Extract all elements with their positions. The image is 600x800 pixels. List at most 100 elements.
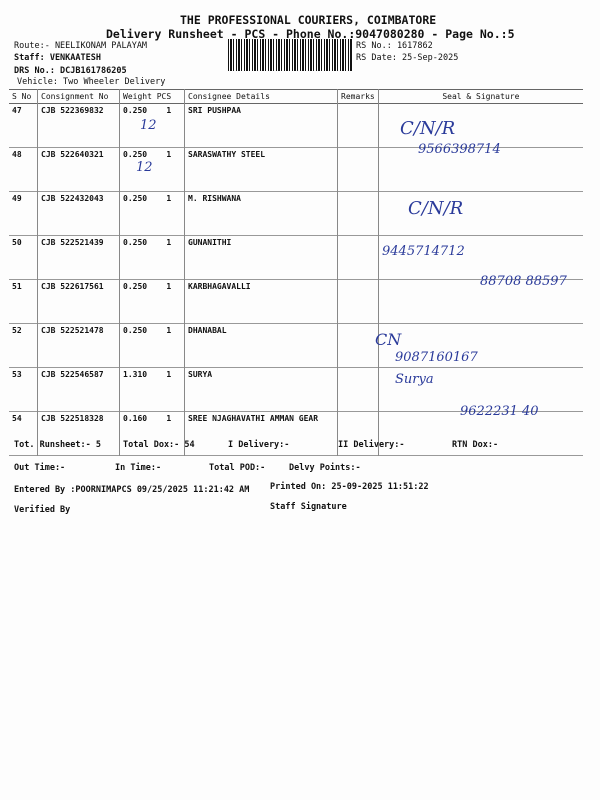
cell-signature [377, 323, 583, 368]
cell-sno: 51 [12, 282, 22, 291]
vehicle: Vehicle: Two Wheeler Delivery [17, 77, 166, 87]
table-row: 48 CJB 522640321 0.250 1 SARASWATHY STEEL [9, 147, 583, 192]
delvy-points: Delvy Points:- [289, 463, 361, 473]
cell-consignment: CJB 522521439 [37, 235, 120, 280]
cell-consignment: CJB 522369832 [37, 103, 120, 148]
cell-consignment: CJB 522546587 [37, 367, 120, 412]
printed-on: Printed On: 25-09-2025 11:51:22 [270, 482, 429, 492]
cell-weight-pcs: 0.160 1 [119, 411, 185, 456]
cell-consignee: SREE NJAGHAVATHI AMMAN GEAR [184, 411, 338, 456]
pcs: 1 [166, 194, 172, 203]
weight: 0.160 [123, 414, 148, 423]
cell-remarks [337, 147, 379, 192]
table-row: 51 CJB 522617561 0.250 1 KARBHAGAVALLI [9, 279, 583, 324]
pcs: 1 [166, 326, 172, 335]
pcs: 1 [166, 238, 172, 247]
cell-weight-pcs: 0.250 1 [119, 103, 185, 148]
cell-consignment: CJB 522432043 [37, 191, 120, 236]
runsheet-subtitle: Delivery Runsheet - PCS - Phone No.:9047… [106, 27, 515, 41]
handwritten-note: Surya [395, 372, 434, 387]
pcs: 1 [166, 282, 172, 291]
cell-consignee: GUNANITHI [184, 235, 338, 280]
handwritten-note: 9445714712 [382, 244, 465, 259]
cell-consignee: SURYA [184, 367, 338, 412]
total-pod: Total POD:- [209, 463, 266, 473]
handwritten-note: 12 [136, 160, 153, 175]
handwritten-note: 88708 88597 [480, 274, 567, 289]
pcs: 1 [166, 106, 172, 115]
col-sno: S No [12, 92, 32, 101]
out-time: Out Time:- [14, 463, 66, 473]
handwritten-note: CN [375, 330, 402, 349]
pcs: 1 [166, 414, 172, 423]
col-signature: Seal & Signature [377, 89, 583, 104]
tot-runsheet: Tot. Runsheet:- 5 [14, 440, 101, 450]
cell-consignment: CJB 522518328 [37, 411, 120, 456]
handwritten-note: C/N/R [400, 118, 456, 139]
cell-remarks [337, 323, 379, 368]
table-row: 49 CJB 522432043 0.250 1 M. RISHWANA [9, 191, 583, 236]
handwritten-note: 9622231 40 [460, 404, 539, 419]
cell-remarks [337, 191, 379, 236]
cell-remarks [337, 367, 379, 412]
table-row: 52 CJB 522521478 0.250 1 DHANABAL [9, 323, 583, 368]
cell-signature [377, 103, 583, 148]
cell-consignee: SARASWATHY STEEL [184, 147, 338, 192]
cell-sno: 47 [12, 106, 22, 115]
rtn-dox: RTN Dox:- [452, 440, 499, 450]
i-delivery: I Delivery:- [228, 440, 290, 450]
cell-consignment: CJB 522640321 [37, 147, 120, 192]
weight: 0.250 [123, 238, 148, 247]
handwritten-note: C/N/R [408, 198, 464, 219]
ii-delivery: II Delivery:- [338, 440, 405, 450]
cell-weight-pcs: 0.250 1 [119, 191, 185, 236]
total-dox: Total Dox:- 54 [123, 440, 195, 450]
in-time: In Time:- [115, 463, 162, 473]
handwritten-note: 9566398714 [418, 142, 501, 157]
handwritten-note: 12 [140, 118, 157, 133]
pcs: 1 [166, 370, 172, 379]
weight: 0.250 [123, 282, 148, 291]
weight: 0.250 [123, 326, 148, 335]
weight: 0.250 [123, 150, 148, 159]
staff: Staff: VENKAATESH [14, 53, 101, 63]
weight: 0.250 [123, 194, 148, 203]
table-row: 50 CJB 522521439 0.250 1 GUNANITHI [9, 235, 583, 280]
entered-by: Entered By :POORNIMAPCS 09/25/2025 11:21… [14, 485, 250, 495]
cell-signature [377, 279, 583, 324]
drs-number: DRS No.: DCJB161786205 [14, 66, 127, 76]
cell-signature [377, 235, 583, 280]
cell-signature [377, 191, 583, 236]
cell-weight-pcs: 0.250 1 [119, 147, 185, 192]
col-consignee: Consignee Details [184, 89, 338, 104]
pcs: 1 [166, 150, 172, 159]
cell-signature [377, 411, 583, 456]
cell-remarks [337, 103, 379, 148]
weight: 1.310 [123, 370, 148, 379]
cell-consignee: SRI PUSHPAA [184, 103, 338, 148]
rs-date: RS Date: 25-Sep-2025 [356, 53, 459, 63]
cell-consignee: M. RISHWANA [184, 191, 338, 236]
table-row: 47 CJB 522369832 0.250 1 SRI PUSHPAA [9, 103, 583, 148]
cell-remarks [337, 235, 379, 280]
cell-sno: 50 [12, 238, 22, 247]
cell-sno: 48 [12, 150, 22, 159]
cell-consignee: KARBHAGAVALLI [184, 279, 338, 324]
cell-signature [377, 147, 583, 192]
cell-sno: 52 [12, 326, 22, 335]
weight: 0.250 [123, 106, 148, 115]
company-title: THE PROFESSIONAL COURIERS, COIMBATORE [180, 13, 437, 27]
cell-sno: 53 [12, 370, 22, 379]
staff-signature: Staff Signature [270, 502, 347, 512]
handwritten-note: 9087160167 [395, 350, 478, 365]
cell-sno: 49 [12, 194, 22, 203]
col-remarks: Remarks [337, 89, 379, 104]
cell-sno: 54 [12, 414, 22, 423]
rs-number: RS No.: 1617862 [356, 41, 433, 51]
cell-consignment: CJB 522617561 [37, 279, 120, 324]
table-row: 53 CJB 522546587 1.310 1 SURYA [9, 367, 583, 412]
cell-remarks [337, 279, 379, 324]
route: Route:- NEELIKONAM PALAYAM [14, 41, 148, 51]
barcode [228, 39, 353, 71]
